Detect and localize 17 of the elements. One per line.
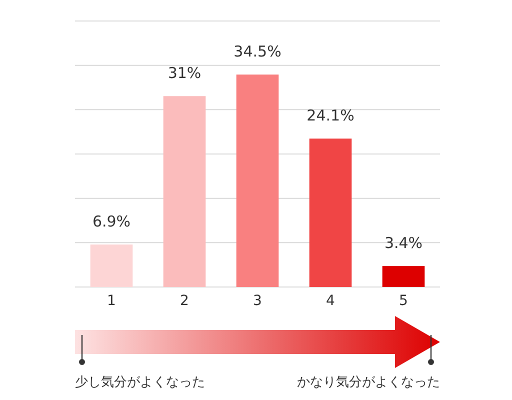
data-label: 3.4% <box>384 234 423 252</box>
data-label: 24.1% <box>306 106 354 125</box>
data-label: 6.9% <box>92 212 131 231</box>
text: かなり気分がよくなった <box>297 375 440 390</box>
x-tick-label: 2 <box>180 293 189 309</box>
x-tick-label: 1 <box>107 293 116 309</box>
bar <box>90 244 133 287</box>
text: 少し気分がよくなった <box>75 375 205 390</box>
bar <box>309 138 352 287</box>
x-tick-label: 3 <box>253 293 262 309</box>
x-tick-label: 4 <box>326 293 336 309</box>
bar <box>163 96 206 287</box>
data-label: 31% <box>168 64 202 82</box>
bar <box>236 74 279 287</box>
bar <box>382 266 425 287</box>
data-label: 34.5% <box>234 42 282 61</box>
x-tick-label: 5 <box>399 293 408 309</box>
